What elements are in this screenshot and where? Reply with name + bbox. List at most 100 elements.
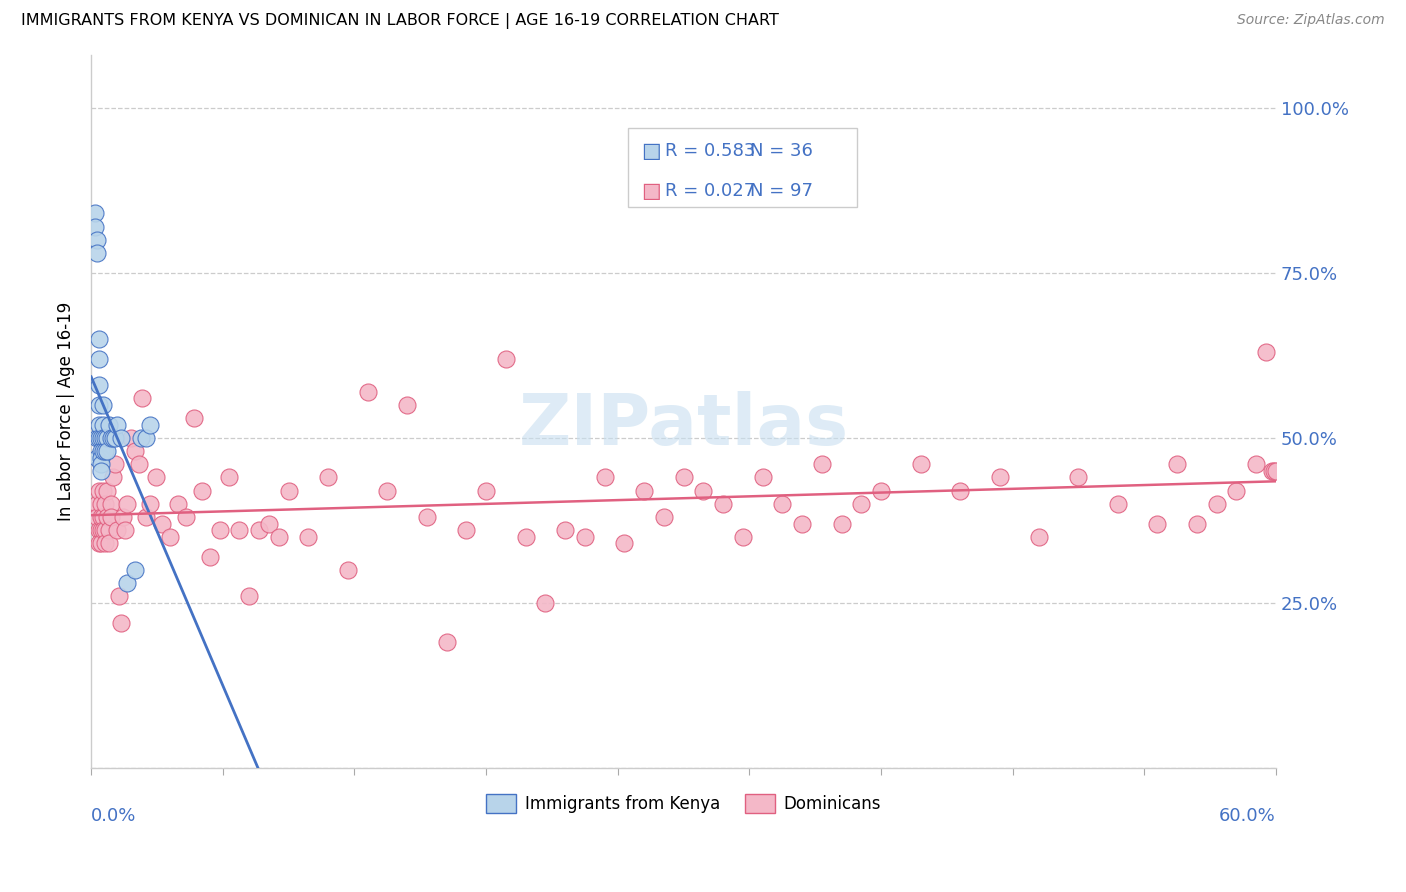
Point [86,246,108,260]
Point [91,444,114,458]
Point [86,431,108,445]
Point [139,417,162,432]
Point [988,470,1011,484]
Point [515,530,537,544]
Point [218,470,240,484]
Point [101,431,124,445]
Point [554,523,576,537]
Point [100,431,122,445]
Point [96,483,118,498]
Point [135,510,157,524]
Point [87,417,110,432]
Point [84,219,107,234]
Point [672,470,695,484]
Point [613,536,636,550]
Point [91,523,114,537]
Point [87,378,110,392]
Point [87,483,110,498]
Point [238,589,260,603]
Text: N = 97: N = 97 [749,182,813,200]
Point [91,510,114,524]
Point [167,497,190,511]
Point [436,635,458,649]
Text: Source: ZipAtlas.com: Source: ZipAtlas.com [1237,13,1385,28]
Point [87,398,110,412]
Point [90,450,112,465]
Point [94,444,117,458]
Point [101,470,124,484]
Point [129,431,152,445]
Text: IMMIGRANTS FROM KENYA VS DOMINICAN IN LABOR FORCE | AGE 16-19 CORRELATION CHART: IMMIGRANTS FROM KENYA VS DOMINICAN IN LA… [21,13,779,29]
Point [87,431,110,445]
Point [692,483,714,498]
Point [1205,497,1227,511]
Point [86,450,108,465]
Point [949,483,972,498]
Point [456,523,478,537]
Point [711,497,734,511]
Point [751,470,773,484]
Text: ZIPatlas: ZIPatlas [519,392,849,460]
Point [277,483,299,498]
Point [91,417,114,432]
Point [96,431,118,445]
Point [593,470,616,484]
Point [115,497,138,511]
Text: ■: ■ [641,180,661,201]
Text: N = 36: N = 36 [749,142,813,161]
Y-axis label: In Labor Force | Age 16-19: In Labor Force | Age 16-19 [58,301,75,521]
Point [475,483,498,498]
Text: □: □ [641,180,661,201]
Point [105,417,128,432]
Point [1225,483,1247,498]
Point [90,536,112,550]
Point [1265,464,1288,478]
Point [96,444,118,458]
Text: 0.0%: 0.0% [91,807,136,825]
Point [810,457,832,471]
Point [90,523,112,537]
Point [145,470,167,484]
Point [105,523,128,537]
Point [91,431,114,445]
Point [247,523,270,537]
Point [131,391,153,405]
Point [114,523,136,537]
Point [851,497,873,511]
Point [111,510,134,524]
Point [1244,457,1267,471]
Point [267,530,290,544]
Point [124,444,146,458]
Point [228,523,250,537]
Point [731,530,754,544]
Point [90,457,112,471]
Point [90,431,112,445]
Point [90,464,112,478]
Point [1166,457,1188,471]
Point [94,431,117,445]
Point [124,563,146,577]
Point [190,483,212,498]
Point [1067,470,1090,484]
Point [652,510,675,524]
Point [100,497,122,511]
Point [377,483,399,498]
Point [208,523,231,537]
Point [1261,464,1284,478]
Point [97,536,120,550]
Point [1107,497,1129,511]
Point [86,233,108,247]
Point [96,510,118,524]
Point [316,470,339,484]
Point [115,576,138,591]
Point [84,206,107,220]
Point [1146,516,1168,531]
Text: □: □ [641,141,661,161]
Point [120,431,142,445]
Point [150,516,173,531]
Point [104,457,127,471]
Point [135,431,157,445]
Point [1185,516,1208,531]
Point [87,332,110,346]
Point [1254,345,1277,359]
